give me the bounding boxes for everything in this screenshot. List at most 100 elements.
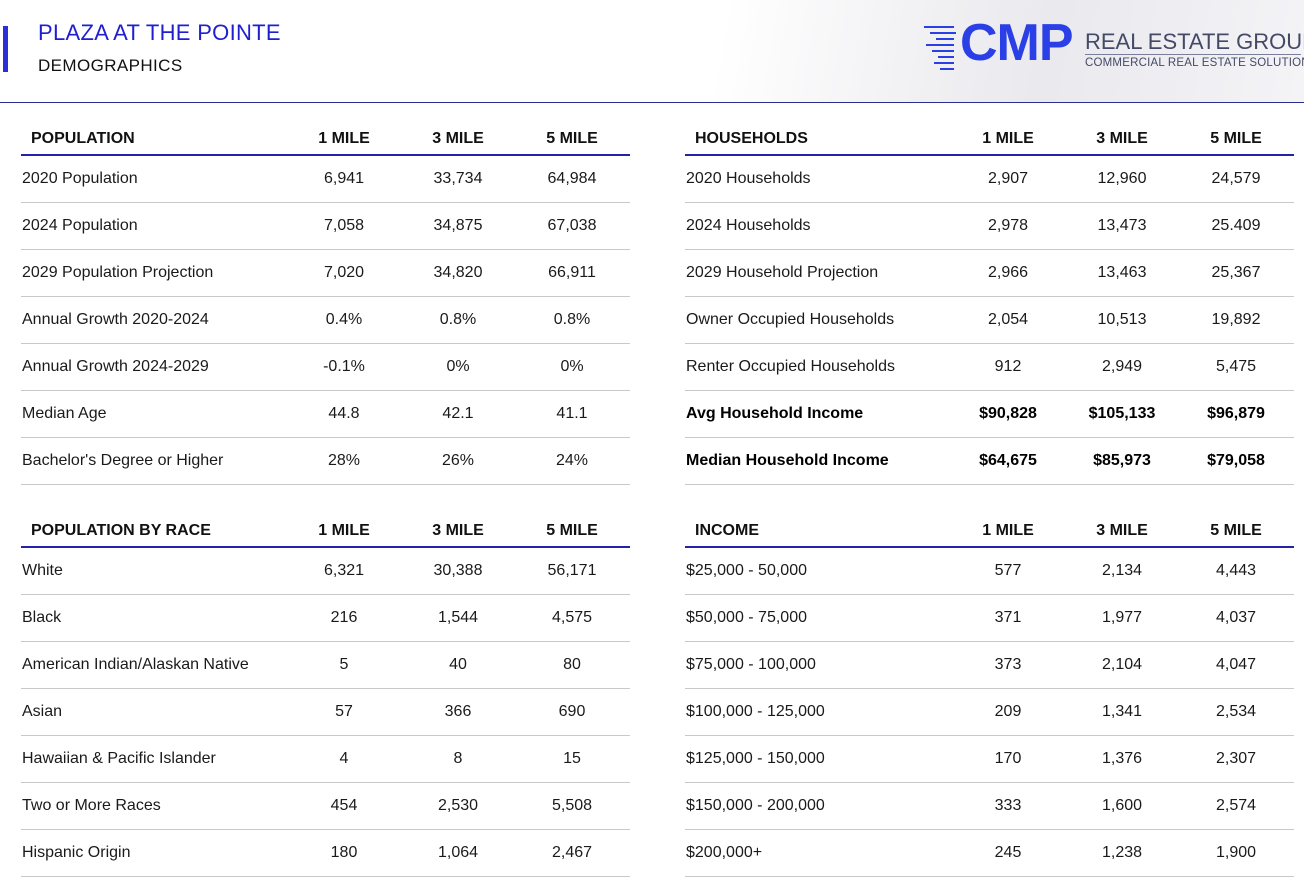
value-1-mile: 373 — [994, 656, 1022, 673]
value-3-mile: 42.1 — [442, 405, 474, 422]
row-label: 2029 Household Projection — [686, 264, 879, 281]
value-1-mile: 7,058 — [323, 217, 365, 234]
value-3-mile: 1,064 — [437, 844, 479, 861]
value-3-mile: 2,104 — [1101, 656, 1143, 673]
table-row: 2020 Population 6,941 33,734 64,984 — [21, 156, 630, 203]
row-label: Annual Growth 2024-2029 — [22, 358, 209, 375]
value-1-mile: 333 — [994, 797, 1022, 814]
value-5-mile: 67,038 — [547, 217, 597, 234]
row-label: American Indian/Alaskan Native — [22, 656, 249, 673]
value-5-mile: 2,574 — [1215, 797, 1257, 814]
header-label: POPULATION BY RACE — [31, 522, 211, 539]
value-1-mile: 577 — [994, 562, 1022, 579]
row-label: $25,000 - 50,000 — [686, 562, 807, 579]
row-label: Black — [22, 609, 62, 626]
row-label: 2020 Households — [686, 170, 811, 187]
table-row: 2024 Population 7,058 34,875 67,038 — [21, 203, 630, 250]
header-5-mile: 5 MILE — [1210, 522, 1262, 539]
company-logo: CMP REAL ESTATE GROUP COMMERCIAL REAL ES… — [922, 14, 1304, 76]
value-3-mile: 366 — [444, 703, 472, 720]
header-label: INCOME — [695, 522, 759, 539]
value-3-mile: 2,530 — [437, 797, 479, 814]
logo-lines-icon — [924, 26, 956, 70]
race-table: POPULATION BY RACE 1 MILE 3 MILE 5 MILE Whit… — [21, 513, 630, 877]
row-label: $50,000 - 75,000 — [686, 609, 807, 626]
value-1-mile: 6,321 — [323, 562, 365, 579]
row-label: Median Age — [22, 405, 107, 422]
value-5-mile: 24,579 — [1211, 170, 1261, 187]
row-label: 2024 Households — [686, 217, 811, 234]
table-row: Hawaiian & Pacific Islander 4 8 15 — [21, 736, 630, 783]
header-5-mile: 5 MILE — [546, 130, 598, 147]
value-1-mile: 0.4% — [325, 311, 363, 328]
value-5-mile: 4,443 — [1215, 562, 1257, 579]
table-header: POPULATION BY RACE 1 MILE 3 MILE 5 MILE — [21, 513, 630, 548]
value-3-mile: 12,960 — [1097, 170, 1147, 187]
row-label: $200,000+ — [686, 844, 763, 861]
value-3-mile: 13,463 — [1097, 264, 1147, 281]
value-5-mile: 5,475 — [1215, 358, 1257, 375]
value-3-mile: 34,875 — [433, 217, 483, 234]
value-3-mile: 0.8% — [439, 311, 477, 328]
table-row: Two or More Races 454 2,530 5,508 — [21, 783, 630, 830]
row-label: Annual Growth 2020-2024 — [22, 311, 209, 328]
header-1-mile: 1 MILE — [318, 522, 370, 539]
page-header: PLAZA AT THE POINTE DEMOGRAPHICS CMP REA… — [0, 0, 1304, 103]
value-3-mile: 1,600 — [1101, 797, 1143, 814]
header-3-mile: 3 MILE — [432, 522, 484, 539]
value-5-mile: $96,879 — [1207, 405, 1265, 422]
value-3-mile: 1,977 — [1101, 609, 1143, 626]
row-label: Avg Household Income — [686, 405, 864, 422]
table-row: White 6,321 30,388 56,171 — [21, 548, 630, 595]
header-3-mile: 3 MILE — [1096, 522, 1148, 539]
table-row: $200,000+ 245 1,238 1,900 — [685, 830, 1294, 877]
value-5-mile: 690 — [558, 703, 586, 720]
table-row: $50,000 - 75,000 371 1,977 4,037 — [685, 595, 1294, 642]
value-3-mile: 2,134 — [1101, 562, 1143, 579]
value-5-mile: 15 — [563, 750, 581, 767]
value-1-mile: 28% — [327, 452, 361, 469]
value-3-mile: 13,473 — [1097, 217, 1147, 234]
value-5-mile: 0.8% — [553, 311, 591, 328]
value-5-mile: 25,367 — [1211, 264, 1261, 281]
value-5-mile: $79,058 — [1207, 452, 1265, 469]
row-label: $100,000 - 125,000 — [686, 703, 825, 720]
row-label: Bachelor's Degree or Higher — [22, 452, 224, 469]
table-row: Renter Occupied Households 912 2,949 5,475 — [685, 344, 1294, 391]
header-3-mile: 3 MILE — [1096, 130, 1148, 147]
value-3-mile: 30,388 — [433, 562, 483, 579]
header-1-mile: 1 MILE — [318, 130, 370, 147]
population-table: POPULATION 1 MILE 3 MILE 5 MILE 2020 Populat… — [21, 121, 630, 485]
value-1-mile: $64,675 — [979, 452, 1037, 469]
income-table: INCOME 1 MILE 3 MILE 5 MILE $25,000 - 50,000… — [685, 513, 1294, 877]
logo-wordmark: CMP — [960, 14, 1074, 72]
table-row: Black 216 1,544 4,575 — [21, 595, 630, 642]
table-row: 2020 Households 2,907 12,960 24,579 — [685, 156, 1294, 203]
value-1-mile: 5 — [339, 656, 349, 673]
value-5-mile: 41.1 — [556, 405, 588, 422]
table-row: Median Household Income $64,675 $85,973 $79… — [685, 438, 1294, 485]
row-label: Hawaiian & Pacific Islander — [22, 750, 216, 767]
row-label: $125,000 - 150,000 — [686, 750, 825, 767]
table-header: POPULATION 1 MILE 3 MILE 5 MILE — [21, 121, 630, 156]
value-1-mile: 180 — [330, 844, 358, 861]
table-row: Owner Occupied Households 2,054 10,513 19,8… — [685, 297, 1294, 344]
table-row: Hispanic Origin 180 1,064 2,467 — [21, 830, 630, 877]
logo-subtagline: COMMERCIAL REAL ESTATE SOLUTIONS — [1085, 57, 1304, 69]
value-5-mile: 24% — [555, 452, 589, 469]
header-label: HOUSEHOLDS — [695, 130, 808, 147]
value-3-mile: 8 — [453, 750, 463, 767]
table-row: $150,000 - 200,000 333 1,600 2,574 — [685, 783, 1294, 830]
value-5-mile: 66,911 — [548, 264, 596, 281]
table-row: 2029 Household Projection 2,966 13,463 25,3… — [685, 250, 1294, 297]
value-1-mile: 57 — [335, 703, 353, 720]
header-1-mile: 1 MILE — [982, 522, 1034, 539]
row-label: Hispanic Origin — [22, 844, 131, 861]
value-1-mile: 7,020 — [323, 264, 365, 281]
value-3-mile: 1,544 — [437, 609, 479, 626]
table-row: $25,000 - 50,000 577 2,134 4,443 — [685, 548, 1294, 595]
value-5-mile: 56,171 — [547, 562, 597, 579]
value-3-mile: 34,820 — [433, 264, 483, 281]
households-table: HOUSEHOLDS 1 MILE 3 MILE 5 MILE 2020 Househo… — [685, 121, 1294, 485]
row-label: $150,000 - 200,000 — [686, 797, 825, 814]
